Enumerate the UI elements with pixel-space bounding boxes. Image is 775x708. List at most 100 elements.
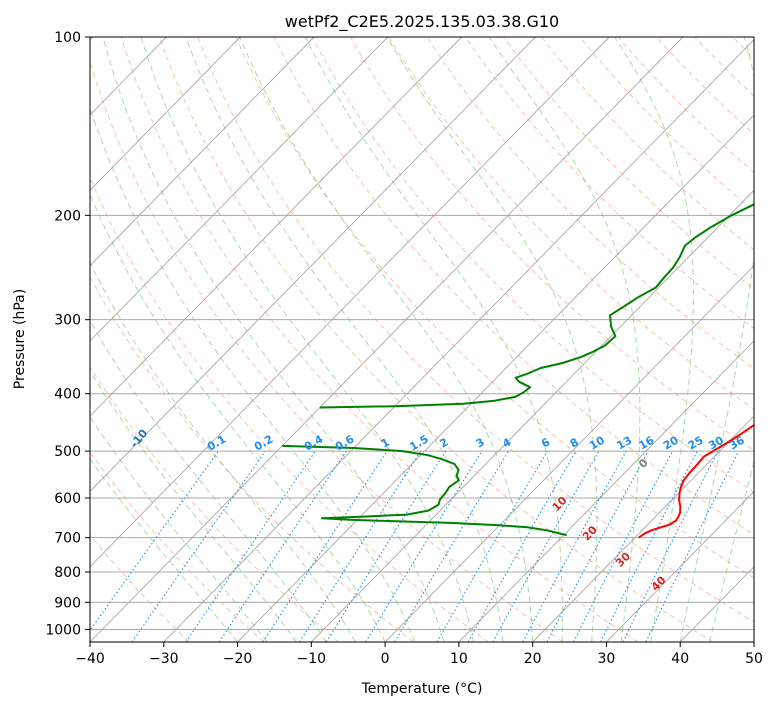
isotherm-line	[753, 641, 754, 642]
x-tick-label: −20	[223, 651, 253, 667]
y-axis-ticks: 100 200 300 400 500 600 700 800 900 1000	[45, 30, 90, 638]
isotherm-line	[532, 415, 754, 642]
dry-adiabat-line	[90, 176, 489, 642]
y-tick-label: 500	[54, 444, 81, 460]
mixing-ratio-line	[218, 450, 347, 642]
mixing-ratio-label: 25	[686, 434, 706, 453]
x-tick-label: −40	[75, 651, 105, 667]
y-axis-label: Pressure (hPa)	[12, 289, 28, 389]
mixing-ratio-label: 0.2	[252, 433, 275, 454]
x-tick-label: 30	[598, 651, 616, 667]
x-tick-label: 50	[745, 651, 763, 667]
mixing-ratio-label: 6	[539, 435, 552, 450]
x-tick-label: 0	[381, 651, 390, 667]
dry-adiabat-line	[617, 37, 754, 174]
dry-adiabat-line	[197, 37, 754, 623]
dry-adiabat-line	[90, 275, 414, 642]
dry-adiabat-line	[90, 534, 190, 642]
plot-frame	[89, 36, 755, 643]
isotherm-line	[90, 37, 536, 493]
dry-adiabat-line	[426, 37, 754, 370]
y-tick-label: 800	[54, 565, 81, 581]
isotherm-line	[90, 37, 684, 642]
moist-adiabat-line	[90, 457, 238, 642]
y-tick-label: 1000	[45, 622, 81, 638]
dry-adiabat-line	[388, 37, 754, 410]
dry-adiabat-label: -10	[128, 427, 151, 451]
dry-adiabat-line	[90, 365, 339, 642]
moist-adiabat-label: 40	[649, 573, 669, 593]
dry-adiabat-line	[771, 37, 775, 642]
moist-adiabat-label: 10	[550, 494, 570, 514]
mixing-ratio-label: 20	[661, 433, 681, 452]
mixing-ratio-line	[522, 450, 627, 642]
moist-adiabat-line	[614, 37, 694, 642]
moist-adiabat-line	[185, 37, 504, 642]
moist-adiabat-line	[386, 37, 598, 642]
isotherm-line	[679, 566, 754, 642]
y-tick-label: 100	[54, 30, 81, 46]
mixing-ratio-line	[262, 450, 388, 642]
mixing-ratio-line	[299, 450, 422, 642]
isotherm-line	[90, 37, 462, 417]
mixing-ratio-label: 1.5	[407, 433, 430, 454]
y-tick-label: 600	[54, 491, 81, 507]
mixing-ratio-label: 0.1	[205, 433, 228, 454]
mixing-ratio-label: 0.4	[302, 432, 326, 453]
mixing-ratio-label: 1	[379, 436, 392, 451]
isotherm-line	[311, 189, 754, 642]
mixing-ratio-line	[436, 450, 548, 642]
isotherm-line	[90, 37, 610, 568]
temperature-profile-line	[638, 422, 754, 539]
moist-adiabat-line	[90, 106, 416, 642]
y-tick-label: 700	[54, 531, 81, 547]
x-tick-label: 20	[524, 651, 542, 667]
moist-adiabat-line	[709, 459, 754, 642]
mixing-ratio-label: 16	[637, 433, 657, 452]
mixing-ratio-label: 3	[474, 436, 487, 451]
chart-title: wetPf2_C2E5.2025.135.03.38.G10	[285, 12, 559, 32]
mixing-ratio-label: 36	[727, 433, 747, 452]
dry-adiabat-line	[694, 37, 754, 97]
isotherm-line	[458, 340, 754, 642]
moist-adiabat-line	[90, 193, 386, 642]
isotherm-line	[606, 490, 754, 642]
isotherm-line	[90, 37, 241, 191]
x-tick-label: −30	[149, 651, 179, 667]
mixing-ratio-line	[645, 450, 740, 642]
x-axis-label: Temperature (°C)	[361, 681, 483, 697]
dry-adiabat-line	[159, 37, 713, 642]
dry-adiabat-line	[502, 37, 754, 290]
moist-adiabat-line	[90, 319, 327, 642]
mixing-ratio-line	[185, 450, 316, 642]
isotherm-line	[163, 39, 754, 642]
moist-adiabat-line	[679, 37, 754, 642]
mixing-ratio-line	[131, 450, 266, 642]
dewpoint-profile-line	[282, 444, 567, 537]
background-lines	[90, 37, 775, 642]
y-tick-label: 400	[54, 387, 81, 403]
y-tick-label: 300	[54, 313, 81, 329]
mixing-ratio-line	[394, 450, 510, 642]
x-axis-ticks: −40 −30 −20 −10 0 10 20 30 40 50	[75, 642, 763, 667]
mixing-ratio-line	[573, 450, 674, 642]
isotherm-line	[384, 264, 754, 642]
x-tick-label: −10	[297, 651, 327, 667]
dry-adiabat-line	[579, 37, 754, 212]
moist-adiabat-line	[140, 37, 475, 642]
mixing-ratio-line	[325, 450, 447, 642]
mixing-ratio-line	[90, 450, 219, 632]
mixing-ratio-line	[467, 450, 577, 642]
dewpoint-profile-line	[319, 203, 754, 409]
mixing-ratio-line	[365, 450, 483, 642]
mixing-ratio-line	[546, 450, 649, 642]
isotherm-line	[90, 37, 389, 342]
moist-adiabat-line	[90, 415, 268, 642]
mixing-ratio-line	[622, 450, 719, 642]
isotherm-line	[237, 114, 754, 642]
sounding-profile-lines	[282, 203, 754, 539]
moist-adiabat-line	[239, 37, 534, 642]
x-tick-label: 40	[671, 651, 689, 667]
dry-adiabat-line	[350, 37, 754, 452]
